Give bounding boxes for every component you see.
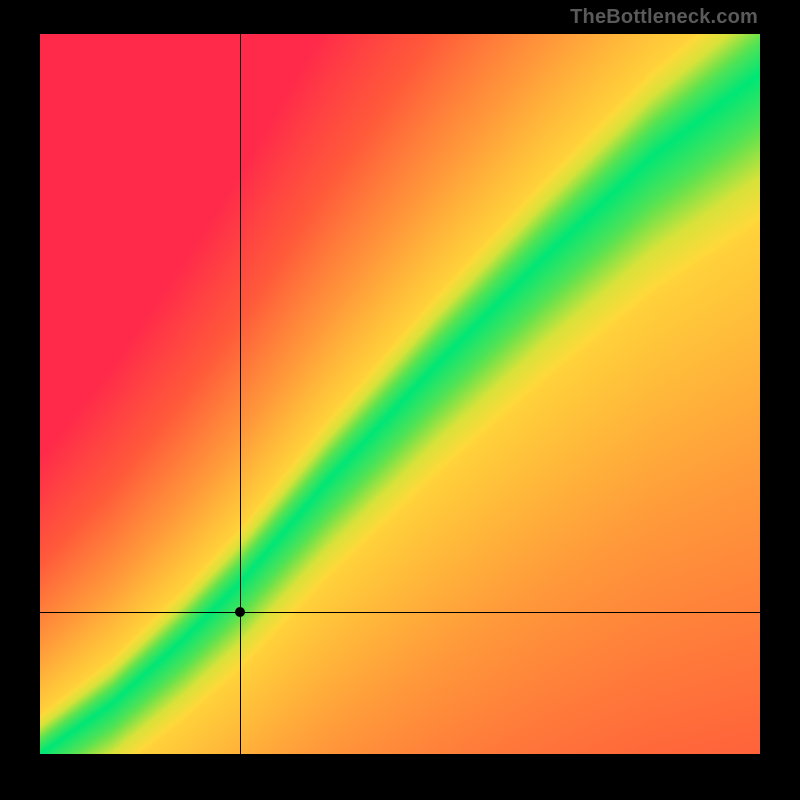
crosshair-horizontal — [40, 612, 760, 613]
heatmap-canvas — [40, 34, 760, 754]
watermark-text: TheBottleneck.com — [570, 6, 758, 29]
heatmap-plot — [40, 34, 760, 754]
crosshair-vertical — [240, 34, 241, 754]
crosshair-marker — [235, 607, 245, 617]
